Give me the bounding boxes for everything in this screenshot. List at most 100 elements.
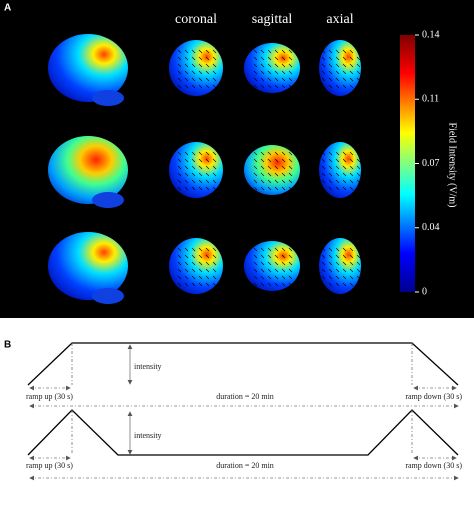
- field-arrow: [274, 49, 279, 54]
- field-arrow: [335, 268, 340, 273]
- field-arrow: [205, 49, 210, 54]
- field-arrow: [356, 56, 361, 61]
- field-arrow: [288, 172, 293, 177]
- field-arrow: [198, 268, 203, 273]
- field-arrow: [342, 151, 347, 156]
- field-arrow: [288, 275, 293, 280]
- field-arrow: [191, 254, 196, 259]
- field-arrow: [177, 172, 182, 177]
- field-arrow: [253, 165, 258, 170]
- field-arrow: [184, 186, 189, 191]
- field-arrow: [184, 179, 189, 184]
- field-arrow: [267, 186, 272, 191]
- field-arrow: [356, 165, 361, 170]
- field-arrow: [177, 70, 182, 75]
- field-arrow: [198, 261, 203, 266]
- field-arrow: [335, 261, 340, 266]
- field-arrow: [198, 56, 203, 61]
- waveform: [27, 342, 459, 456]
- field-arrow: [253, 179, 258, 184]
- field-arrow: [253, 49, 258, 54]
- brain-cerebellum: [92, 192, 124, 208]
- field-arrow: [321, 49, 326, 54]
- field-arrow: [191, 84, 196, 89]
- field-arrow: [212, 275, 217, 280]
- field-arrow: [274, 186, 279, 191]
- field-arrow: [321, 179, 326, 184]
- field-arrow: [274, 84, 279, 89]
- field-arrow: [177, 186, 182, 191]
- field-arrow: [274, 247, 279, 252]
- brain-coronal: [169, 238, 223, 294]
- field-arrow: [267, 165, 272, 170]
- field-arrow: [184, 158, 189, 163]
- field-arrow: [205, 158, 210, 163]
- field-arrow: [260, 165, 265, 170]
- field-arrow: [184, 268, 189, 273]
- field-arrow: [328, 56, 333, 61]
- field-arrow: [335, 84, 340, 89]
- field-arrow: [191, 261, 196, 266]
- field-arrow: [260, 158, 265, 163]
- field-arrow: [349, 282, 354, 287]
- field-arrow: [335, 275, 340, 280]
- field-arrow: [349, 63, 354, 68]
- field-arrow: [177, 77, 182, 82]
- brain-sagittal: [244, 43, 300, 93]
- brain-3d: [48, 136, 128, 204]
- field-arrow: [198, 172, 203, 177]
- intensity-label: intensity: [134, 431, 162, 440]
- field-arrow: [191, 56, 196, 61]
- brain-cerebellum: [92, 90, 124, 106]
- field-arrow: [328, 179, 333, 184]
- field-arrow: [321, 261, 326, 266]
- field-arrow: [342, 254, 347, 259]
- field-arrow: [335, 186, 340, 191]
- field-arrow: [274, 282, 279, 287]
- field-arrow: [335, 49, 340, 54]
- brain-cerebellum: [92, 288, 124, 304]
- field-arrow: [253, 77, 258, 82]
- field-arrow: [260, 186, 265, 191]
- field-arrow: [267, 151, 272, 156]
- field-arrow: [253, 268, 258, 273]
- field-arrow: [267, 254, 272, 259]
- field-arrow: [198, 77, 203, 82]
- field-arrow: [212, 77, 217, 82]
- brain-coronal: [169, 142, 223, 198]
- colorbar-tick-label: 0.07: [422, 158, 440, 169]
- field-arrow: [198, 282, 203, 287]
- field-arrow: [253, 158, 258, 163]
- field-arrow: [184, 49, 189, 54]
- field-arrow: [253, 63, 258, 68]
- field-arrow: [288, 282, 293, 287]
- duration-label: duration = 20 min: [216, 461, 274, 470]
- field-arrow: [281, 151, 286, 156]
- field-arrow: [177, 247, 182, 252]
- field-arrow: [184, 254, 189, 259]
- brain-sagittal: [244, 241, 300, 291]
- field-arrow: [356, 179, 361, 184]
- field-arrow: [198, 165, 203, 170]
- field-arrow: [191, 63, 196, 68]
- field-arrow: [281, 165, 286, 170]
- field-arrow: [356, 247, 361, 252]
- field-arrow: [356, 70, 361, 75]
- field-arrow: [198, 247, 203, 252]
- field-arrow: [212, 49, 217, 54]
- field-arrow: [253, 186, 258, 191]
- field-arrow: [198, 151, 203, 156]
- field-arrow: [349, 179, 354, 184]
- field-arrow: [349, 268, 354, 273]
- field-arrow: [212, 186, 217, 191]
- field-arrow: [321, 254, 326, 259]
- field-arrow: [328, 165, 333, 170]
- field-arrow: [281, 186, 286, 191]
- field-arrow: [281, 77, 286, 82]
- field-arrow: [205, 70, 210, 75]
- field-arrow: [274, 268, 279, 273]
- field-arrow: [288, 77, 293, 82]
- field-arrow: [212, 179, 217, 184]
- field-arrow: [205, 56, 210, 61]
- field-arrow: [267, 268, 272, 273]
